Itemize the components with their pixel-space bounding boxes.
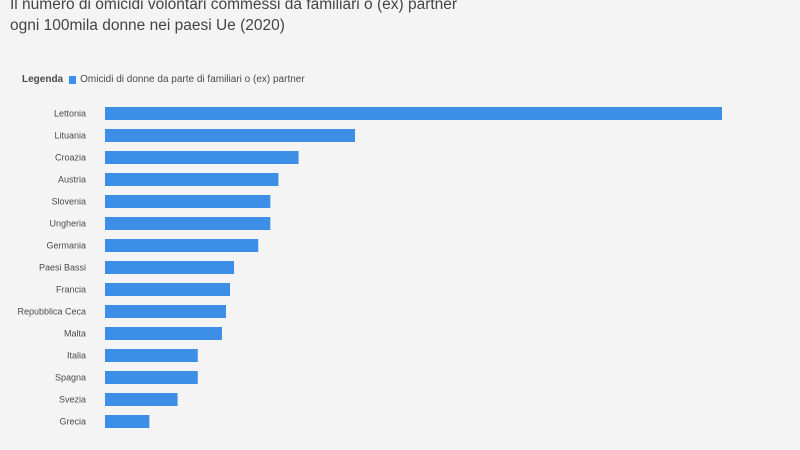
chart-title: Il numero di omicidi volontari commessi …: [10, 0, 457, 36]
bar-germania: [105, 239, 259, 252]
category-label: Slovenia: [51, 197, 86, 207]
category-label: Malta: [64, 329, 86, 339]
bar-paesi-bassi: [105, 261, 235, 274]
bar-grecia: [105, 415, 150, 428]
category-label: Lettonia: [54, 109, 86, 119]
category-label: Croazia: [55, 153, 86, 163]
legend-swatch: [69, 75, 77, 84]
chart-title-line-2: ogni 100mila donne nei paesi Ue (2020): [10, 17, 285, 34]
category-label: Grecia: [59, 417, 86, 427]
bar-francia: [105, 283, 231, 296]
bar-austria: [105, 173, 279, 186]
category-label: Paesi Bassi: [39, 263, 86, 273]
chart-title-line-1: Il numero di omicidi volontari commessi …: [10, 0, 458, 13]
bar-italia: [105, 349, 198, 362]
bar-lettonia: [105, 107, 722, 120]
legend: Legenda Omicidi di donne da parte di fam…: [22, 74, 305, 85]
bar-slovenia: [105, 195, 271, 208]
category-label: Austria: [58, 175, 86, 185]
category-label: Germania: [46, 241, 86, 251]
bar-svezia: [105, 393, 178, 406]
bar-croazia: [105, 151, 299, 164]
bar-lituania: [105, 129, 356, 142]
category-label: Lituania: [54, 131, 86, 141]
category-label: Ungheria: [49, 219, 86, 229]
category-label: Francia: [56, 285, 86, 295]
legend-title: Legenda: [22, 74, 64, 85]
category-label: Repubblica Ceca: [17, 307, 86, 317]
bar-malta: [105, 327, 222, 340]
category-label: Italia: [67, 351, 86, 361]
bar-spagna: [105, 371, 198, 384]
bar-ungheria: [105, 217, 271, 230]
category-label: Svezia: [59, 395, 86, 405]
category-label: Spagna: [55, 373, 86, 383]
legend-label: Omicidi di donne da parte di familiari o…: [80, 74, 305, 85]
bar-repubblica-ceca: [105, 305, 226, 318]
